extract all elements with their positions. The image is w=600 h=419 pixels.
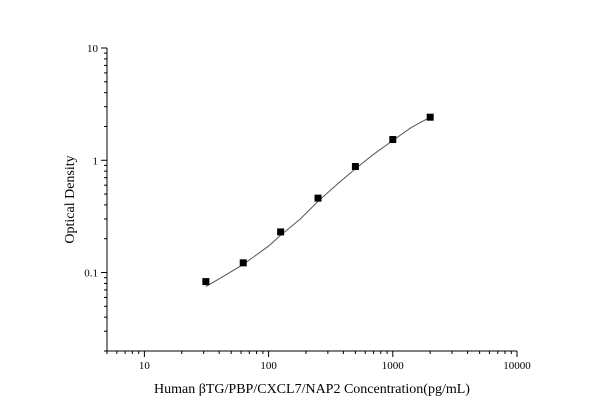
- data-point: [239, 259, 247, 267]
- y-tick-label: 1: [93, 155, 99, 167]
- plot-axes: [106, 48, 517, 352]
- data-point: [351, 163, 359, 170]
- x-axis-label: Human βTG/PBP/CXCL7/NAP2 Concentration(p…: [154, 382, 470, 397]
- axis-tick-labels: 10 100 1000 10000 0.1 1 10: [84, 43, 531, 372]
- data-point: [202, 278, 210, 286]
- data-point: [277, 228, 285, 236]
- x-tick-label: 100: [260, 360, 277, 372]
- data-points: [202, 113, 434, 286]
- data-point: [314, 194, 322, 202]
- x-tick-label: 10000: [503, 360, 531, 372]
- fit-curve: [205, 116, 431, 287]
- y-axis-label: Optical Density: [63, 155, 78, 243]
- x-tick-label: 10: [139, 360, 151, 372]
- y-tick-label: 0.1: [84, 268, 98, 280]
- axis-ticks: [101, 47, 518, 357]
- data-point: [389, 136, 397, 144]
- data-point: [426, 113, 434, 121]
- y-tick-label: 10: [87, 43, 99, 55]
- x-tick-label: 1000: [382, 360, 405, 372]
